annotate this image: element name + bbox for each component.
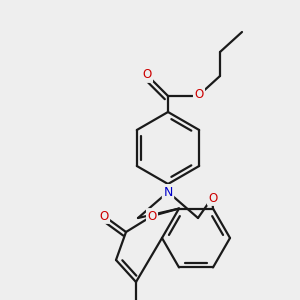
Text: O: O <box>99 209 109 223</box>
Text: N: N <box>163 185 173 199</box>
Text: O: O <box>142 68 152 82</box>
Text: O: O <box>194 88 204 101</box>
Text: O: O <box>147 209 157 223</box>
Text: O: O <box>208 191 217 205</box>
